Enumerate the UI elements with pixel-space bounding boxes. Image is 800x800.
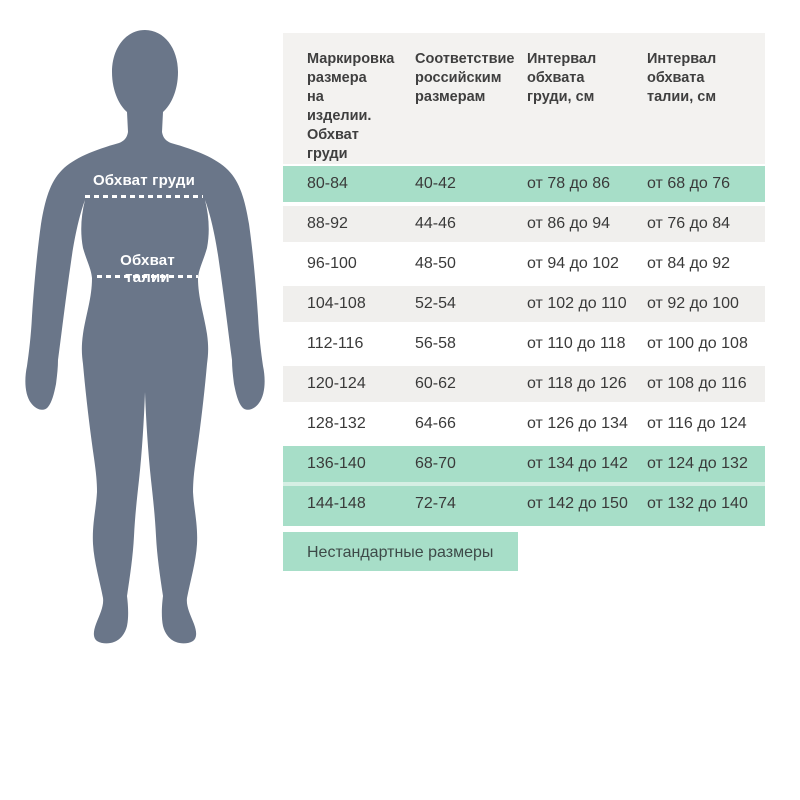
col-header-chest-interval: Интервал обхвата груди, см xyxy=(527,51,597,105)
cell-waist-interval: от 100 до 108 xyxy=(647,335,748,352)
cell-size-marking: 104-108 xyxy=(307,295,366,312)
table-row: 88-92 44-46 от 86 до 94 от 76 до 84 xyxy=(283,206,765,246)
cell-waist-interval: от 68 до 76 xyxy=(647,175,731,192)
cell-chest-interval: от 86 до 94 xyxy=(527,215,611,232)
cell-size-marking: 128-132 xyxy=(307,415,366,432)
cell-chest-interval: от 142 до 150 xyxy=(527,495,628,512)
cell-size-marking: 80-84 xyxy=(307,175,348,192)
waist-measure-label: Обхват талии xyxy=(120,252,175,286)
table-header-row: Маркировка размера на изделии. Обхват гр… xyxy=(283,33,765,164)
cell-chest-interval: от 110 до 118 xyxy=(527,335,626,352)
cell-size-marking: 144-148 xyxy=(307,495,366,512)
waist-measure-line xyxy=(97,275,198,278)
chest-measure-label: Обхват груди xyxy=(92,172,196,189)
cell-size-marking: 136-140 xyxy=(307,455,366,472)
cell-waist-interval: от 84 до 92 xyxy=(647,255,731,272)
cell-russian-size: 52-54 xyxy=(415,295,456,312)
table-row: 120-124 60-62 от 118 до 126 от 108 до 11… xyxy=(283,366,765,406)
cell-waist-interval: от 76 до 84 xyxy=(647,215,731,232)
cell-chest-interval: от 134 до 142 xyxy=(527,455,628,472)
cell-russian-size: 64-66 xyxy=(415,415,456,432)
table-row: 96-100 48-50 от 94 до 102 от 84 до 92 xyxy=(283,246,765,286)
cell-russian-size: 44-46 xyxy=(415,215,456,232)
cell-russian-size: 48-50 xyxy=(415,255,456,272)
cell-russian-size: 56-58 xyxy=(415,335,456,352)
cell-size-marking: 88-92 xyxy=(307,215,348,232)
cell-chest-interval: от 126 до 134 xyxy=(527,415,628,432)
cell-waist-interval: от 108 до 116 xyxy=(647,375,747,392)
cell-waist-interval: от 92 до 100 xyxy=(647,295,739,312)
cell-size-marking: 96-100 xyxy=(307,255,357,272)
cell-waist-interval: от 124 до 132 xyxy=(647,455,748,472)
size-table: Маркировка размера на изделии. Обхват гр… xyxy=(283,33,765,526)
table-row: 112-116 56-58 от 110 до 118 от 100 до 10… xyxy=(283,326,765,366)
table-body: 80-84 40-42 от 78 до 86 от 68 до 76 88-9… xyxy=(283,166,765,526)
cell-waist-interval: от 116 до 124 xyxy=(647,415,747,432)
cell-russian-size: 60-62 xyxy=(415,375,456,392)
table-row: 144-148 72-74 от 142 до 150 от 132 до 14… xyxy=(283,486,765,526)
table-row: 136-140 68-70 от 134 до 142 от 124 до 13… xyxy=(283,446,765,486)
table-row: 104-108 52-54 от 102 до 110 от 92 до 100 xyxy=(283,286,765,326)
cell-russian-size: 72-74 xyxy=(415,495,456,512)
col-header-waist-interval: Интервал обхвата талии, см xyxy=(647,51,717,105)
cell-chest-interval: от 118 до 126 xyxy=(527,375,627,392)
cell-waist-interval: от 132 до 140 xyxy=(647,495,748,512)
col-header-size-marking: Маркировка размера на изделии. Обхват гр… xyxy=(307,51,395,162)
chest-measure-line xyxy=(85,195,203,198)
nonstandard-sizes-button[interactable]: Нестандартные размеры xyxy=(283,532,518,571)
cell-russian-size: 68-70 xyxy=(415,455,456,472)
cell-chest-interval: от 78 до 86 xyxy=(527,175,611,192)
table-row: 80-84 40-42 от 78 до 86 от 68 до 76 xyxy=(283,166,765,206)
cell-size-marking: 120-124 xyxy=(307,375,366,392)
cell-chest-interval: от 94 до 102 xyxy=(527,255,619,272)
cell-size-marking: 112-116 xyxy=(307,335,364,352)
cell-russian-size: 40-42 xyxy=(415,175,456,192)
table-row: 128-132 64-66 от 126 до 134 от 116 до 12… xyxy=(283,406,765,446)
col-header-russian-size: Соответствие российским размерам xyxy=(415,51,515,105)
cell-chest-interval: от 102 до 110 xyxy=(527,295,627,312)
